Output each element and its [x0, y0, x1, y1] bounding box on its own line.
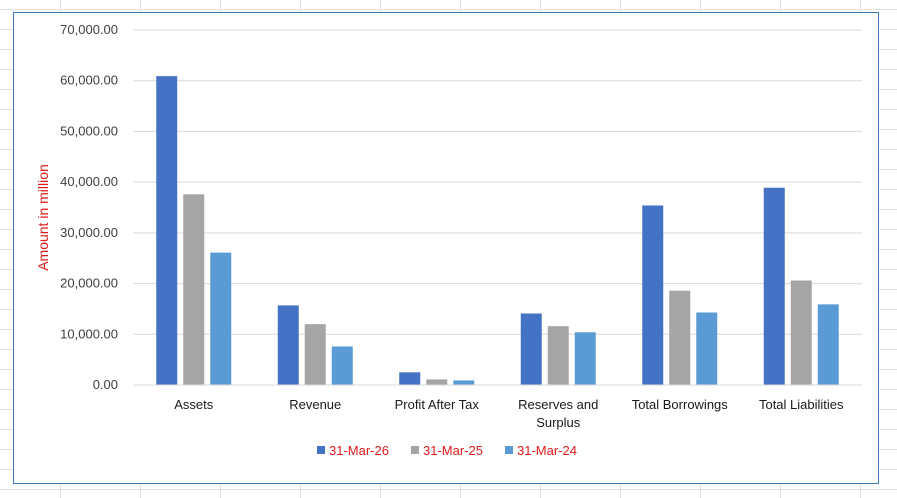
- bar[interactable]: [547, 326, 569, 385]
- y-tick-label: 0.00: [93, 377, 118, 392]
- x-tick-label: Reserves and: [518, 397, 598, 412]
- bar[interactable]: [696, 312, 718, 385]
- y-tick-label: 10,000.00: [60, 326, 118, 341]
- bar[interactable]: [210, 252, 232, 385]
- x-tick-label: Revenue: [289, 397, 341, 412]
- bar[interactable]: [642, 205, 664, 385]
- x-tick-label: Total Borrowings: [632, 397, 729, 412]
- bar[interactable]: [669, 290, 691, 385]
- y-tick-label: 30,000.00: [60, 225, 118, 240]
- y-tick-label: 50,000.00: [60, 123, 118, 138]
- legend-swatch: [317, 446, 325, 454]
- bar[interactable]: [304, 324, 326, 385]
- bar[interactable]: [790, 280, 812, 385]
- bar[interactable]: [426, 379, 448, 385]
- bar[interactable]: [817, 304, 839, 385]
- legend-label: 31-Mar-25: [423, 443, 483, 458]
- y-tick-label: 70,000.00: [60, 22, 118, 37]
- legend-swatch: [411, 446, 419, 454]
- chart-area[interactable]: 0.00 10,000.00 20,000.00 30,000.00 40,000.00…: [13, 12, 879, 484]
- bar[interactable]: [331, 346, 353, 385]
- y-tick-label: 20,000.00: [60, 276, 118, 291]
- bar[interactable]: [156, 76, 178, 386]
- bar-chart: 0.00 10,000.00 20,000.00 30,000.00 40,000.00…: [35, 22, 862, 458]
- x-tick-label: Assets: [174, 397, 214, 412]
- bar[interactable]: [520, 313, 542, 385]
- legend-swatch: [505, 446, 513, 454]
- bar[interactable]: [574, 332, 596, 385]
- legend-label: 31-Mar-26: [329, 443, 389, 458]
- bar[interactable]: [763, 187, 785, 385]
- bar[interactable]: [183, 194, 205, 385]
- y-tick-label: 60,000.00: [60, 73, 118, 88]
- x-tick-label: Total Liabilities: [759, 397, 844, 412]
- x-tick-label: Surplus: [536, 415, 581, 430]
- bar[interactable]: [453, 380, 475, 385]
- legend-label: 31-Mar-24: [517, 443, 577, 458]
- x-tick-label: Profit After Tax: [395, 397, 480, 412]
- y-tick-label: 40,000.00: [60, 174, 118, 189]
- y-axis-label: Amount in million: [35, 164, 51, 271]
- bar[interactable]: [399, 372, 421, 385]
- bar[interactable]: [277, 305, 299, 385]
